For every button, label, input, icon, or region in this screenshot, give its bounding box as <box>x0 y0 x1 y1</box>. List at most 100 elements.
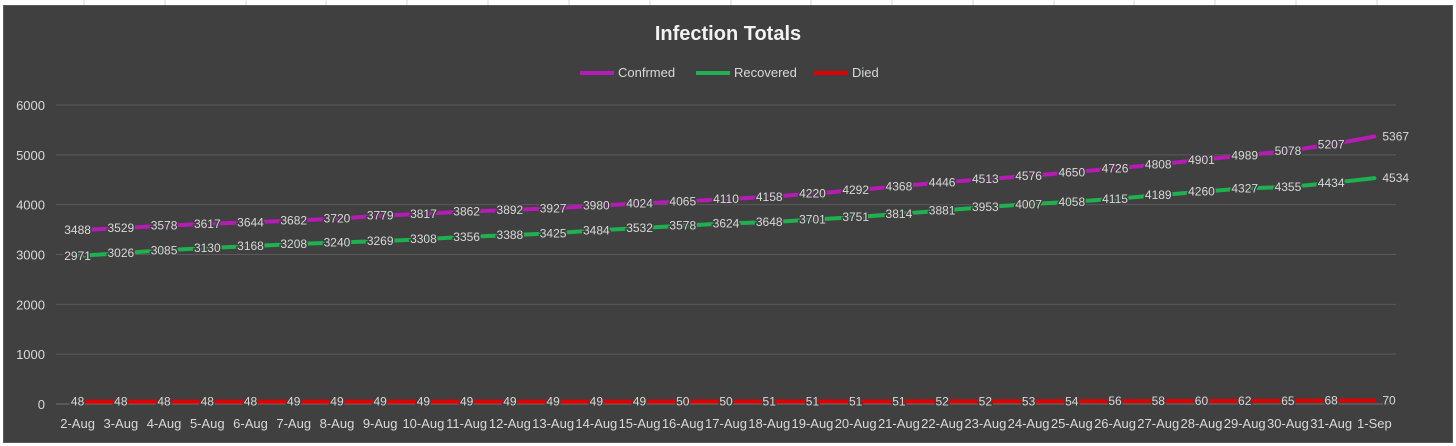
data-label: 4110 <box>713 192 739 206</box>
data-label: 4808 <box>1145 157 1172 171</box>
data-label: 3388 <box>497 228 524 242</box>
data-label: 3644 <box>237 215 264 229</box>
data-label: 48 <box>71 395 85 409</box>
legend-label: Recovered <box>734 65 797 80</box>
x-tick-label: 15-Aug <box>619 416 661 431</box>
data-label: 4260 <box>1188 185 1215 199</box>
data-label: 4434 <box>1318 176 1345 190</box>
x-tick-label: 11-Aug <box>446 416 487 431</box>
data-label: 4534 <box>1382 171 1409 185</box>
data-label: 49 <box>417 395 431 409</box>
data-label: 53 <box>1022 394 1036 408</box>
data-label: 3953 <box>972 200 999 214</box>
data-label: 4901 <box>1188 153 1215 167</box>
data-label: 51 <box>806 394 820 408</box>
x-tick-label: 22-Aug <box>921 416 963 431</box>
x-tick-label: 2-Aug <box>60 416 95 431</box>
data-label: 3927 <box>540 201 567 215</box>
data-label: 3026 <box>107 246 134 260</box>
y-tick-label: 4000 <box>16 198 45 213</box>
data-label: 4355 <box>1275 180 1302 194</box>
data-label: 4220 <box>799 187 826 201</box>
data-label: 3130 <box>194 241 221 255</box>
data-label: 3817 <box>410 207 437 221</box>
x-tick-label: 20-Aug <box>835 416 877 431</box>
legend-label: Confrmed <box>618 65 675 80</box>
x-tick-label: 24-Aug <box>1008 416 1050 431</box>
data-label: 54 <box>1065 394 1079 408</box>
x-tick-label: 4-Aug <box>147 416 182 431</box>
data-label: 51 <box>849 394 863 408</box>
data-label: 58 <box>1152 394 1166 408</box>
data-label: 5207 <box>1318 138 1345 152</box>
data-label: 3779 <box>367 209 394 223</box>
data-label: 3617 <box>194 217 221 231</box>
data-label: 3892 <box>497 203 524 217</box>
legend: Confrmed Recovered Died <box>580 65 879 80</box>
x-tick-label: 30-Aug <box>1267 416 1309 431</box>
data-label: 56 <box>1108 394 1122 408</box>
data-label: 3682 <box>280 214 307 228</box>
x-tick-label: 6-Aug <box>233 416 268 431</box>
x-axis-ticks: 2-Aug 3-Aug 4-Aug 5-Aug 6-Aug 7-Aug 8-Aug 9-Aug… <box>60 416 1391 431</box>
y-tick-label: 6000 <box>16 98 45 113</box>
x-tick-label: 21-Aug <box>878 416 920 431</box>
x-tick-label: 8-Aug <box>320 416 355 431</box>
data-label: 60 <box>1195 394 1209 408</box>
data-label: 50 <box>676 395 690 409</box>
data-label: 3484 <box>583 223 610 237</box>
x-tick-label: 3-Aug <box>103 416 138 431</box>
data-label: 49 <box>374 395 388 409</box>
data-label: 4024 <box>626 196 653 210</box>
data-label: 4327 <box>1231 181 1258 195</box>
x-tick-label: 5-Aug <box>190 416 225 431</box>
data-label: 51 <box>892 394 906 408</box>
data-label: 49 <box>546 395 560 409</box>
data-label: 5367 <box>1382 130 1409 144</box>
data-label: 70 <box>1382 394 1396 408</box>
data-label: 52 <box>979 394 993 408</box>
chart-area[interactable]: Infection Totals Confrmed Recovered Died 0… <box>3 5 1453 443</box>
data-label: 52 <box>935 394 949 408</box>
data-label: 3308 <box>410 232 437 246</box>
x-tick-label: 28-Aug <box>1181 416 1223 431</box>
x-tick-label: 16-Aug <box>662 416 704 431</box>
data-label: 3085 <box>151 243 178 257</box>
data-label: 4513 <box>972 172 999 186</box>
series-line <box>75 176 1377 258</box>
data-label: 3720 <box>324 212 351 226</box>
data-label: 3208 <box>280 237 307 251</box>
data-label: 3624 <box>713 216 740 230</box>
series-line <box>75 398 1377 404</box>
x-tick-label: 29-Aug <box>1224 416 1266 431</box>
data-label: 3980 <box>583 199 610 213</box>
data-label: 3532 <box>626 221 653 235</box>
data-label: 3751 <box>842 210 869 224</box>
data-label: 49 <box>590 395 604 409</box>
data-label: 65 <box>1281 394 1295 408</box>
data-label: 4446 <box>929 175 956 189</box>
data-label: 3701 <box>799 213 826 227</box>
data-label: 49 <box>503 395 517 409</box>
x-tick-label: 19-Aug <box>791 416 833 431</box>
data-label: 48 <box>157 395 171 409</box>
legend-label: Died <box>852 65 879 80</box>
y-tick-label: 3000 <box>16 248 45 263</box>
data-label: 3269 <box>367 234 394 248</box>
gridlines <box>56 104 1396 405</box>
x-tick-label: 26-Aug <box>1094 416 1136 431</box>
data-label: 3881 <box>929 204 956 218</box>
x-tick-label: 27-Aug <box>1137 416 1179 431</box>
data-label: 3578 <box>151 219 178 233</box>
y-tick-label: 0 <box>38 397 45 412</box>
data-label: 2971 <box>64 249 91 263</box>
series-lines <box>75 134 1377 404</box>
data-label: 4576 <box>1015 169 1042 183</box>
x-tick-label: 10-Aug <box>402 416 444 431</box>
series-line <box>75 134 1377 233</box>
data-label: 51 <box>763 394 777 408</box>
data-label: 3578 <box>669 219 696 233</box>
data-label: 49 <box>633 395 647 409</box>
x-tick-label: 18-Aug <box>748 416 790 431</box>
